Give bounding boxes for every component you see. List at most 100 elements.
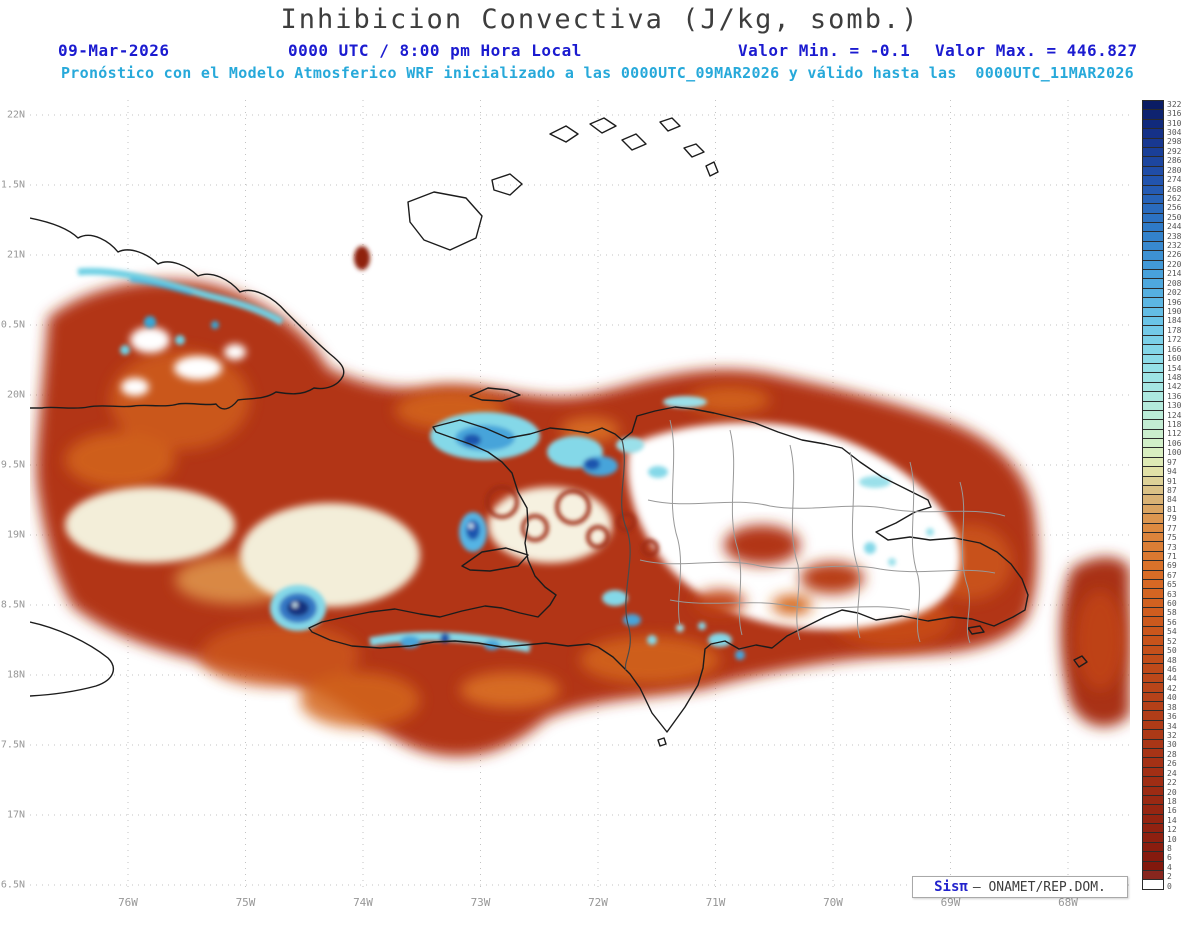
colorbar-tick-label: 142	[1167, 382, 1182, 392]
lat-tick-label: 6.5N	[0, 879, 25, 891]
colorbar-tick-label: 46	[1167, 665, 1177, 675]
colorbar-tick-label: 0	[1167, 881, 1172, 891]
colorbar-tick-label: 274	[1167, 175, 1182, 185]
colorbar-tick-label: 42	[1167, 683, 1177, 693]
colorbar-tick-label: 166	[1167, 344, 1182, 354]
colorbar-tick-label: 304	[1167, 127, 1182, 137]
colorbar-tick-label: 196	[1167, 297, 1182, 307]
map-canvas	[30, 100, 1130, 890]
lon-tick-label: 71W	[705, 896, 726, 909]
colorbar-tick-label: 256	[1167, 203, 1182, 213]
islet	[683, 143, 705, 158]
onamet-credit: — ONAMET/REP.DOM.	[972, 879, 1106, 895]
colorbar-tick-label: 106	[1167, 438, 1182, 448]
colorbar-tick-label: 154	[1167, 363, 1182, 373]
colorbar-tick-label: 24	[1167, 768, 1177, 778]
colorbar-tick-label: 77	[1167, 523, 1177, 533]
lat-tick-label: 19N	[6, 529, 25, 541]
lat-tick-label: 7.5N	[0, 739, 25, 751]
colorbar-tick-label: 148	[1167, 372, 1182, 382]
colorbar-tick-label: 84	[1167, 495, 1177, 505]
lat-tick-label: 22N	[6, 109, 25, 121]
lon-tick-label: 76W	[118, 896, 138, 909]
islet	[549, 125, 579, 143]
colorbar-tick-label: 44	[1167, 674, 1177, 684]
jamaica-coastline	[30, 621, 115, 697]
sispi-logo: Sisπ	[934, 879, 968, 895]
colorbar-tick-label: 6	[1167, 853, 1172, 863]
colorbar-tick-label: 48	[1167, 655, 1177, 665]
colorbar-tick-label: 34	[1167, 721, 1177, 731]
colorbar-tick-label: 118	[1167, 420, 1182, 430]
coastlines	[30, 117, 1088, 747]
colorbar-tick-label: 91	[1167, 476, 1177, 486]
colorbar-tick-label: 172	[1167, 335, 1182, 345]
colorbar-tick-label: 220	[1167, 259, 1182, 269]
colorbar-tick-label: 60	[1167, 599, 1177, 609]
colorbar-tick-label: 63	[1167, 589, 1177, 599]
colorbar-tick-label: 124	[1167, 410, 1182, 420]
colorbar-tick-label: 97	[1167, 457, 1177, 467]
lon-tick-label: 72W	[588, 896, 608, 909]
colorbar-tick-label: 81	[1167, 504, 1177, 514]
colorbar-tick-label: 322	[1167, 99, 1182, 109]
colorbar-swatches	[1142, 100, 1164, 890]
islet	[705, 161, 719, 177]
lon-tick-label: 73W	[470, 896, 491, 909]
colorbar-tick-label: 94	[1167, 467, 1177, 477]
colorbar-tick-label: 52	[1167, 636, 1177, 646]
colorbar-tick-label: 286	[1167, 156, 1182, 166]
colorbar-tick-label: 280	[1167, 165, 1182, 175]
colorbar-tick-label: 226	[1167, 250, 1182, 260]
islet	[621, 133, 647, 151]
colorbar-tick-label: 54	[1167, 627, 1177, 637]
valid-time-label: 0000 UTC / 8:00 pm Hora Local	[288, 41, 582, 60]
colorbar-tick-label: 50	[1167, 646, 1177, 656]
colorbar-tick-label: 87	[1167, 486, 1177, 495]
colorbar-tick-label: 238	[1167, 231, 1182, 241]
max-value-label: Valor Max. = 446.827	[935, 41, 1138, 60]
colorbar-tick-label: 202	[1167, 288, 1182, 298]
colorbar-tick-label: 26	[1167, 759, 1177, 769]
islet	[589, 117, 617, 134]
colorbar-tick-label: 136	[1167, 391, 1182, 401]
lon-tick-label: 68W	[1058, 896, 1078, 909]
colorbar-tick-label: 20	[1167, 787, 1177, 797]
lat-tick-label: 17N	[6, 809, 25, 821]
min-value-label: Valor Min. = -0.1	[738, 41, 911, 60]
colorbar-tick-label: 316	[1167, 109, 1182, 119]
colorbar-tick-label: 244	[1167, 222, 1182, 232]
colorbar-tick-label: 79	[1167, 514, 1177, 524]
isolated-cin-spot	[354, 246, 370, 270]
colorbar-labels: 322 316 310 304 298 292 286 280 274 268 262 256 250 2…	[1167, 100, 1181, 892]
lon-tick-label: 69W	[940, 896, 961, 909]
colorbar-tick-label: 36	[1167, 712, 1177, 722]
colorbar-tick-label: 10	[1167, 834, 1177, 844]
hispaniola-coastline	[308, 406, 1029, 733]
lon-tick-label: 74W	[353, 896, 373, 909]
colorbar-swatch	[1142, 879, 1164, 890]
colorbar-tick-label: 160	[1167, 354, 1182, 364]
islet	[659, 117, 681, 132]
forecast-description: Pronóstico con el Modelo Atmosferico WRF…	[60, 64, 1135, 82]
colorbar-tick-label: 67	[1167, 570, 1177, 580]
colorbar-tick-label: 16	[1167, 806, 1177, 816]
little-inagua-island	[491, 173, 523, 196]
colorbar-tick-label: 56	[1167, 617, 1177, 627]
colorbar-tick-label: 71	[1167, 551, 1177, 561]
colorbar-tick-label: 298	[1167, 137, 1182, 147]
colorbar-tick-label: 40	[1167, 693, 1177, 703]
lon-tick-label: 75W	[235, 896, 256, 909]
colorbar-tick-label: 75	[1167, 533, 1177, 543]
lon-axis: 76W 75W 74W 73W 72W 71W 70W 69W 68W	[30, 896, 1130, 912]
lat-tick-label: 18N	[6, 669, 25, 681]
page-title: Inhibicion Convectiva (J/kg, somb.)	[280, 4, 920, 35]
lon-tick-label: 70W	[823, 896, 843, 909]
haiti-dr-border	[621, 439, 631, 671]
colorbar-tick-label: 30	[1167, 740, 1177, 750]
colorbar-tick-label: 184	[1167, 316, 1182, 326]
lat-tick-label: 20N	[6, 389, 25, 401]
saona-island	[967, 625, 985, 635]
colorbar-tick-label: 18	[1167, 796, 1177, 806]
